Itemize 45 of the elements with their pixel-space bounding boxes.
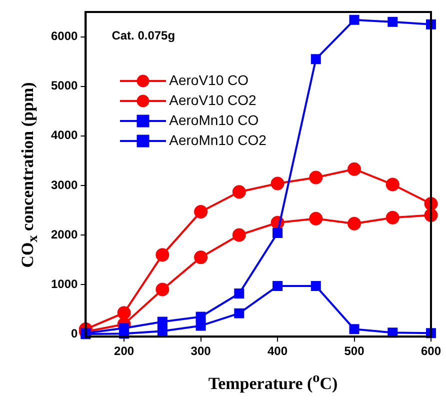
x-tick-label: 300 bbox=[190, 344, 212, 358]
y-tick-label: 4000 bbox=[50, 128, 78, 142]
legend-label: AeroMn10 CO2 bbox=[169, 132, 266, 148]
point bbox=[157, 326, 168, 336]
y-tick-label: 5000 bbox=[50, 78, 78, 93]
legend-label: AeroV10 CO2 bbox=[169, 92, 256, 108]
legend-label: AeroMn10 CO bbox=[169, 112, 259, 128]
x-tick-label: 600 bbox=[420, 344, 442, 358]
point bbox=[117, 306, 131, 320]
point bbox=[157, 316, 168, 327]
legend-label: AeroV10 CO bbox=[169, 72, 248, 88]
point bbox=[309, 212, 323, 226]
x-tick-label: 500 bbox=[344, 344, 365, 358]
point bbox=[386, 210, 400, 224]
y-tick-label: 2000 bbox=[50, 227, 78, 242]
point bbox=[156, 282, 170, 296]
point bbox=[232, 228, 246, 242]
annotation: Cat. 0.075g bbox=[112, 28, 176, 42]
y-tick-label: 0 bbox=[71, 326, 78, 340]
point bbox=[348, 162, 362, 176]
point bbox=[232, 185, 246, 199]
point bbox=[234, 308, 244, 318]
point bbox=[272, 281, 283, 292]
point bbox=[194, 250, 208, 264]
y-tick-label: 6000 bbox=[50, 29, 78, 44]
point bbox=[349, 324, 360, 334]
y-tick-label: 1000 bbox=[50, 276, 78, 291]
point bbox=[194, 204, 208, 218]
point bbox=[349, 14, 360, 25]
point bbox=[388, 16, 398, 27]
point bbox=[272, 228, 283, 238]
x-axis-title: Temperature ($^{o}$C) bbox=[208, 370, 338, 394]
point bbox=[270, 176, 284, 190]
point bbox=[348, 216, 362, 230]
point bbox=[156, 248, 170, 262]
point bbox=[119, 323, 130, 334]
point bbox=[386, 178, 400, 192]
point bbox=[234, 288, 244, 298]
y-tick-label: 3000 bbox=[50, 178, 78, 192]
point bbox=[310, 281, 321, 292]
point bbox=[309, 170, 323, 184]
point bbox=[196, 312, 206, 322]
point bbox=[310, 54, 321, 64]
x-tick-label: 200 bbox=[114, 344, 134, 358]
x-tick-label: 400 bbox=[268, 344, 288, 358]
